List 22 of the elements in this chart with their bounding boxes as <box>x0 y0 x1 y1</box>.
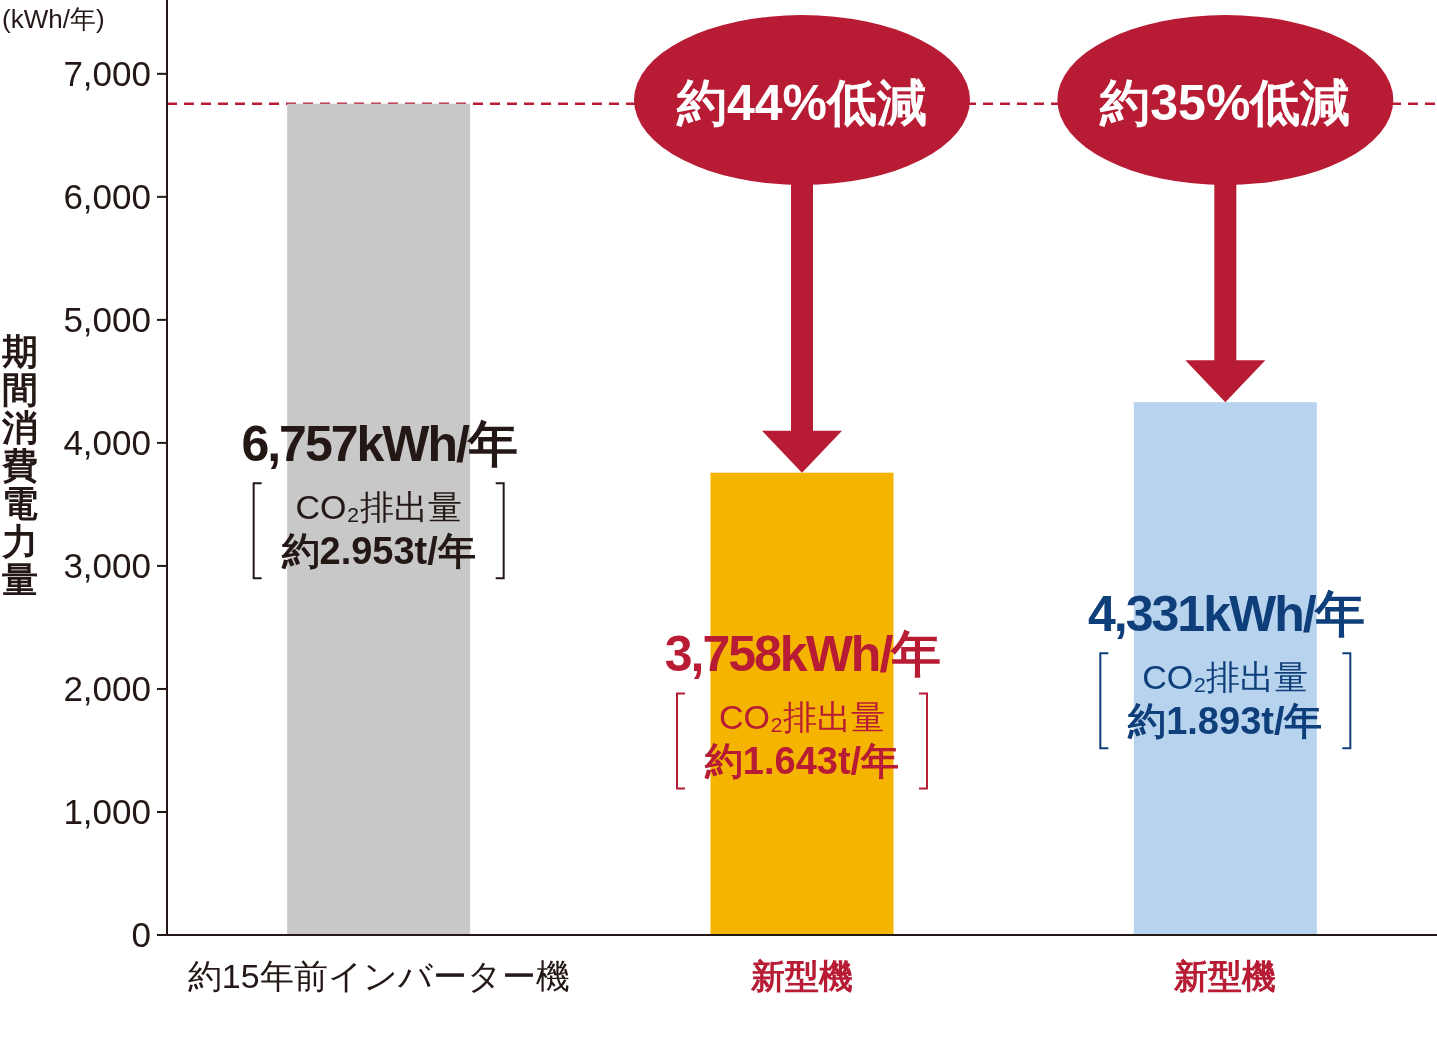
y-tick-label: 7,000 <box>63 53 151 93</box>
annotation: 約1.893t/年 <box>1127 700 1323 743</box>
y-axis-title: 期間消費電力量 <box>1 331 38 600</box>
x-tick-label: 新型機 <box>1173 957 1277 995</box>
annotation: 約2.953t/年 <box>280 530 476 573</box>
y-tick-label: 1,000 <box>63 791 151 831</box>
y-tick-label: 3,000 <box>63 545 151 585</box>
y-tick-label: 2,000 <box>63 668 151 708</box>
y-tick-label: 6,000 <box>63 176 151 216</box>
data-label: 6,757kWh/年 <box>241 416 517 473</box>
annotation: CO₂排出量 <box>295 488 462 527</box>
x-tick-label: 新型機 <box>750 957 853 995</box>
annotation: CO₂排出量 <box>718 698 886 737</box>
y-tick-label: 5,000 <box>63 299 151 339</box>
text: (kWh/年) <box>2 4 105 34</box>
annotation: CO₂排出量 <box>1142 658 1309 697</box>
data-label: 4,331kWh/年 <box>1088 586 1364 643</box>
annotation: 約35%低減 <box>1099 75 1351 131</box>
y-tick-label: 4,000 <box>63 422 151 462</box>
annotation: 約44%低減 <box>675 75 928 131</box>
y-tick-label: 0 <box>131 915 151 954</box>
x-tick-label: 約15年前インバーター機 <box>187 957 570 995</box>
